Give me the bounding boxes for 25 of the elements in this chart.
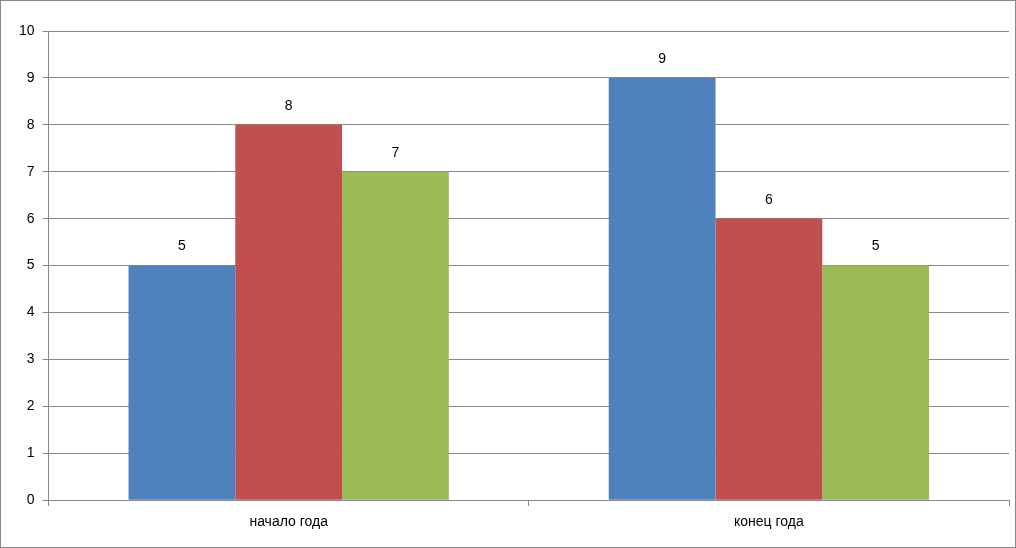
y-tick-label: 5 xyxy=(26,256,35,273)
y-tick-label: 6 xyxy=(26,209,35,226)
y-tick-label: 10 xyxy=(18,21,35,38)
x-tick-label: начало года xyxy=(249,513,329,530)
bar xyxy=(235,124,343,500)
y-tick-label: 8 xyxy=(26,115,35,132)
bar xyxy=(342,171,449,500)
data-label: 6 xyxy=(764,190,773,207)
bar xyxy=(822,265,930,500)
data-label: 8 xyxy=(284,96,293,113)
y-tick-label: 1 xyxy=(26,444,35,461)
bar xyxy=(715,218,823,500)
data-label: 5 xyxy=(871,237,880,254)
x-tick-label: конец года xyxy=(734,513,804,530)
y-tick-label: 3 xyxy=(26,350,35,367)
y-tick-label: 0 xyxy=(26,491,35,508)
data-label: 9 xyxy=(658,49,667,66)
bar xyxy=(128,265,236,500)
y-tick-label: 9 xyxy=(26,68,35,85)
data-label: 7 xyxy=(391,143,400,160)
bar xyxy=(608,77,716,500)
y-tick-label: 4 xyxy=(26,303,35,320)
y-tick-label: 2 xyxy=(26,397,35,414)
y-tick-label: 7 xyxy=(26,162,35,179)
data-label: 5 xyxy=(178,237,187,254)
